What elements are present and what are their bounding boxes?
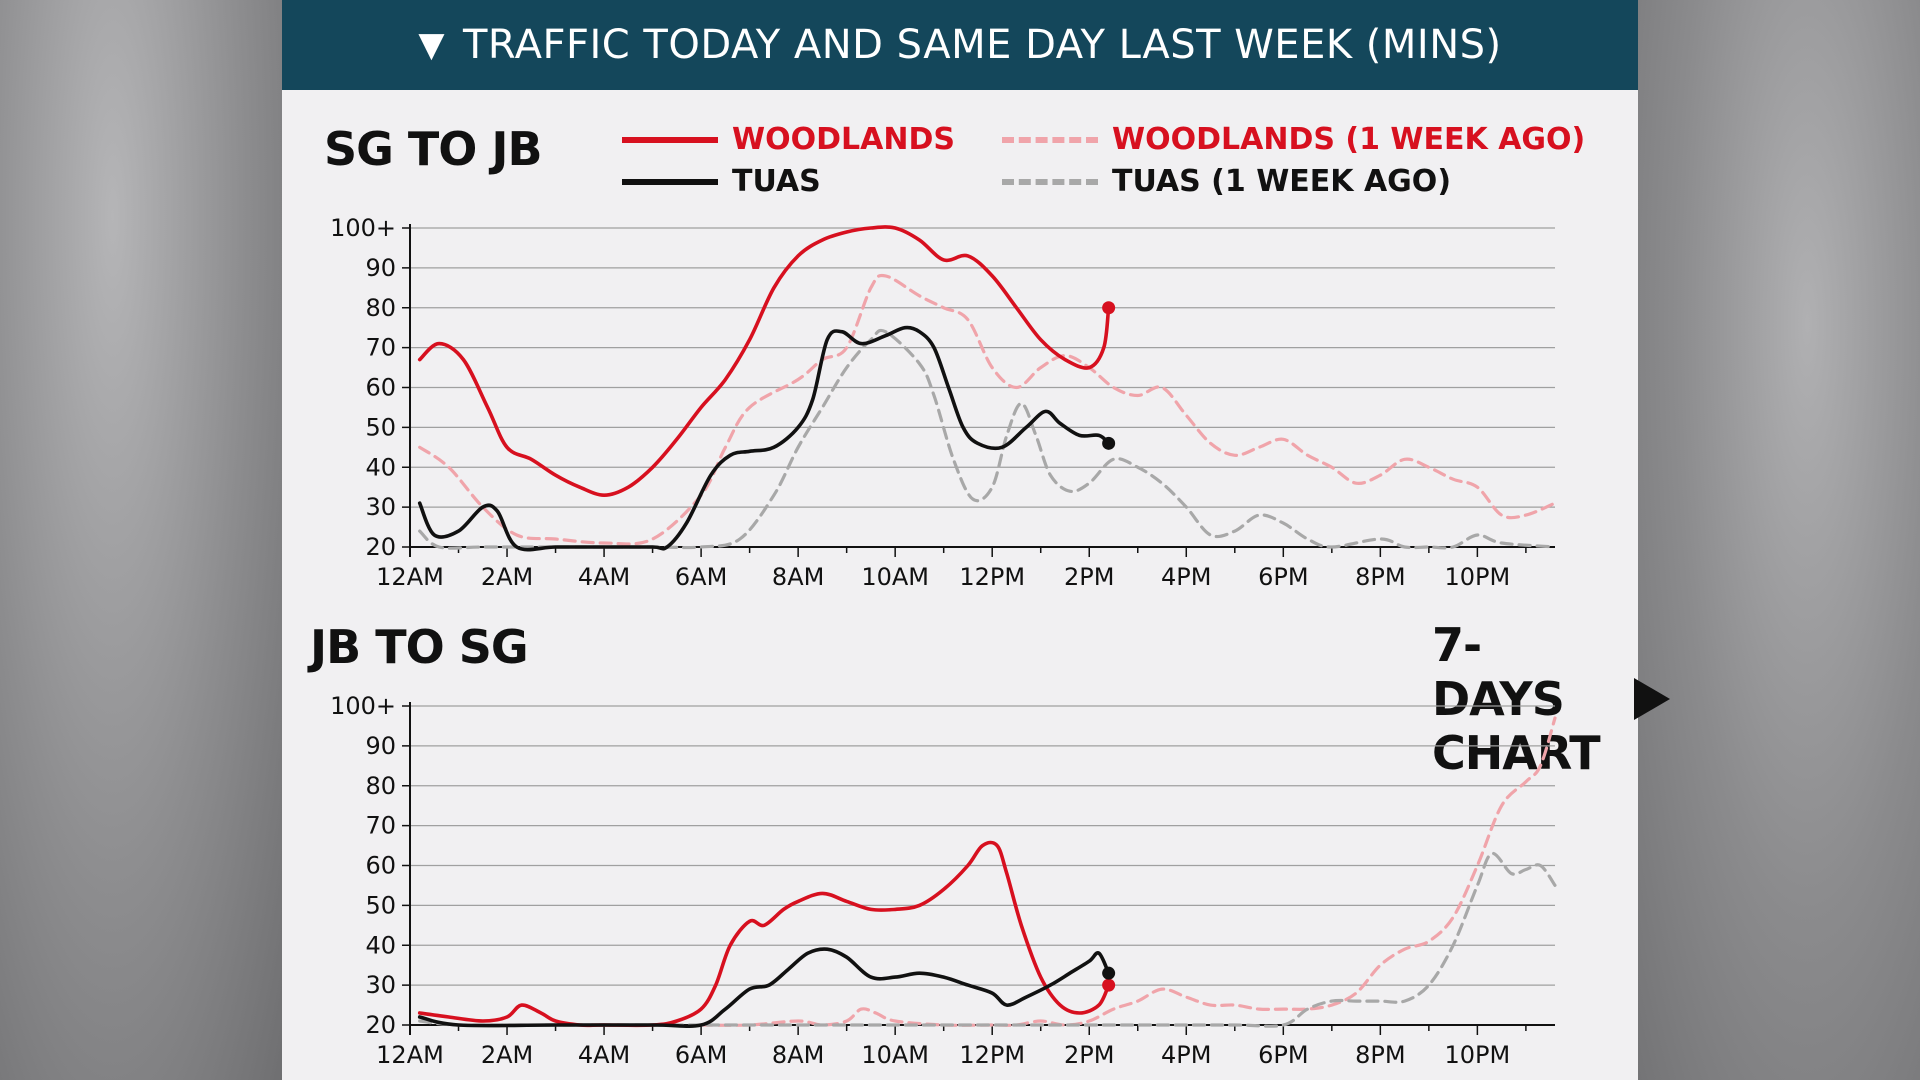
y-tick-label: 80 — [365, 772, 396, 800]
series-endpoint-woodlands — [1102, 301, 1116, 315]
y-tick-label: 90 — [365, 732, 396, 760]
x-tick-label: 10AM — [861, 1041, 929, 1069]
series-line-woodlands — [417, 840, 1111, 1028]
legend-swatch-woodlands-1-week-ago — [1002, 136, 1098, 143]
panel-header[interactable]: ▼ TRAFFIC TODAY AND SAME DAY LAST WEEK (… — [282, 0, 1638, 90]
seven-days-chart-button[interactable]: 7-DAYS CHART — [1432, 618, 1670, 780]
legend: WOODLANDS TUAS WOODLANDS (1 WEEK AGO) TU… — [622, 118, 1622, 208]
y-tick-label: 90 — [365, 254, 396, 282]
series-line-tuas-1-week-ago — [418, 328, 1557, 550]
x-tick-label: 12PM — [959, 563, 1025, 591]
series-line-tuas-1-week-ago — [418, 851, 1557, 1028]
legend-item-woodlands: WOODLANDS — [622, 122, 955, 157]
background-right — [1638, 0, 1920, 1080]
legend-label-tuas: TUAS — [732, 164, 821, 199]
section-title-sg-to-jb: SG TO JB — [324, 122, 543, 176]
y-tick-label: 50 — [365, 891, 396, 919]
x-tick-label: 8PM — [1355, 1041, 1405, 1069]
legend-swatch-tuas — [622, 178, 718, 185]
play-arrow-icon — [1633, 678, 1670, 720]
triangle-down-icon[interactable]: ▼ — [418, 25, 445, 65]
x-tick-label: 6AM — [675, 563, 727, 591]
legend-label-woodlands: WOODLANDS — [732, 122, 955, 157]
series-line-tuas — [417, 947, 1111, 1028]
legend-item-tuas-1-week-ago: TUAS (1 WEEK AGO) — [1002, 164, 1451, 199]
traffic-panel: ▼ TRAFFIC TODAY AND SAME DAY LAST WEEK (… — [282, 0, 1670, 1080]
y-tick-label: 70 — [365, 812, 396, 840]
series-line-tuas — [417, 325, 1111, 552]
background-left — [0, 0, 282, 1080]
x-tick-label: 4AM — [578, 563, 630, 591]
x-tick-label: 8AM — [772, 1041, 824, 1069]
x-tick-label: 10PM — [1445, 563, 1511, 591]
y-tick-label: 60 — [365, 852, 396, 880]
x-tick-label: 12PM — [959, 1041, 1025, 1069]
x-tick-label: 10PM — [1445, 1041, 1511, 1069]
series-endpoint-woodlands — [1102, 978, 1116, 992]
y-tick-label: 40 — [365, 931, 396, 959]
seven-days-chart-label: 7-DAYS CHART — [1432, 618, 1601, 780]
series-line-woodlands — [417, 225, 1111, 497]
legend-swatch-tuas-1-week-ago — [1002, 178, 1098, 185]
y-tick-label: 70 — [365, 334, 396, 362]
y-tick-label: 100+ — [330, 214, 396, 242]
section-title-jb-to-sg: JB TO SG — [310, 620, 529, 674]
x-tick-label: 4PM — [1161, 563, 1211, 591]
x-tick-label: 12AM — [376, 1041, 444, 1069]
x-tick-label: 2AM — [481, 563, 533, 591]
series-line-woodlands-1-week-ago — [418, 273, 1557, 546]
y-tick-label: 100+ — [330, 692, 396, 720]
y-tick-label: 20 — [365, 533, 396, 561]
series-endpoint-tuas — [1102, 966, 1116, 980]
y-tick-label: 20 — [365, 1011, 396, 1039]
x-tick-label: 6PM — [1258, 1041, 1308, 1069]
legend-label-woodlands-1-week-ago: WOODLANDS (1 WEEK AGO) — [1112, 122, 1586, 157]
x-tick-label: 2PM — [1064, 563, 1114, 591]
series-line-woodlands-1-week-ago — [699, 716, 1557, 1027]
x-tick-label: 4AM — [578, 1041, 630, 1069]
x-tick-label: 6PM — [1258, 563, 1308, 591]
y-tick-label: 30 — [365, 493, 396, 521]
series-endpoint-tuas — [1102, 436, 1116, 450]
legend-item-tuas: TUAS — [622, 164, 821, 199]
x-tick-label: 2PM — [1064, 1041, 1114, 1069]
y-tick-label: 80 — [365, 294, 396, 322]
x-tick-label: 12AM — [376, 563, 444, 591]
y-tick-label: 40 — [365, 453, 396, 481]
legend-swatch-woodlands — [622, 136, 718, 143]
y-tick-label: 50 — [365, 413, 396, 441]
x-tick-label: 8PM — [1355, 563, 1405, 591]
legend-item-woodlands-1-week-ago: WOODLANDS (1 WEEK AGO) — [1002, 122, 1585, 157]
x-tick-label: 6AM — [675, 1041, 727, 1069]
x-tick-label: 4PM — [1161, 1041, 1211, 1069]
x-tick-label: 10AM — [861, 563, 929, 591]
y-tick-label: 60 — [365, 374, 396, 402]
y-tick-label: 30 — [365, 971, 396, 999]
x-tick-label: 2AM — [481, 1041, 533, 1069]
legend-label-tuas-1-week-ago: TUAS (1 WEEK AGO) — [1112, 164, 1452, 199]
x-tick-label: 8AM — [772, 563, 824, 591]
panel-title: TRAFFIC TODAY AND SAME DAY LAST WEEK (MI… — [463, 22, 1502, 68]
